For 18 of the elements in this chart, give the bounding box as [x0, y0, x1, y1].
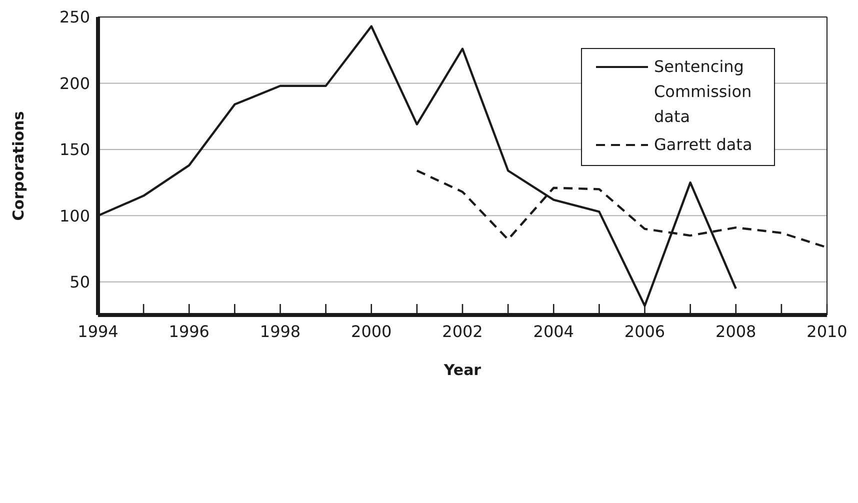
x-tick-label: 2010 [806, 322, 848, 341]
y-tick-label: 150 [59, 140, 90, 160]
x-tick-label: 2004 [533, 322, 574, 341]
x-tick-label: 2002 [442, 322, 483, 341]
legend-label: Sentencing Commission data [654, 56, 753, 128]
x-tick-label: 1996 [168, 322, 210, 341]
x-tick-label: 1994 [78, 322, 118, 341]
y-tick-label: 50 [70, 272, 90, 292]
x-tick-label: 2006 [624, 322, 666, 341]
y-tick-label: 250 [59, 8, 90, 27]
x-tick-label: 2000 [351, 322, 392, 341]
x-tick-label: 2008 [716, 322, 756, 341]
x-tick-label: 1998 [260, 322, 301, 341]
y-tick-label: 100 [59, 206, 90, 226]
y-tick-label: 200 [59, 74, 90, 93]
legend-label: Garrett data [654, 134, 754, 156]
y-axis-title: Corporations [9, 111, 28, 221]
x-axis-title: Year [442, 361, 482, 379]
